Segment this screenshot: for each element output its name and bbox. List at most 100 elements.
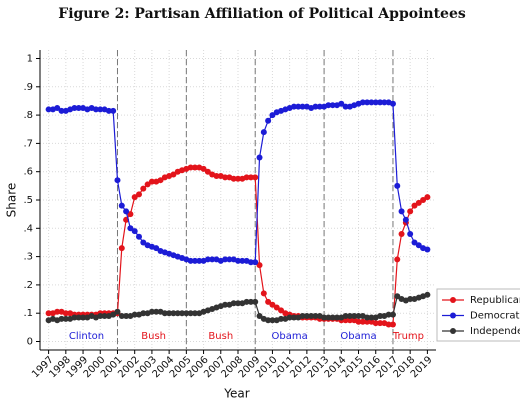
data-point bbox=[299, 313, 306, 320]
y-tick-label: .7 bbox=[23, 138, 33, 149]
data-point bbox=[372, 320, 379, 327]
data-point bbox=[389, 311, 396, 318]
data-point bbox=[136, 233, 142, 240]
y-tick-label: .2 bbox=[23, 280, 33, 291]
data-point bbox=[54, 308, 61, 315]
data-point bbox=[161, 310, 168, 317]
data-point bbox=[148, 178, 155, 185]
data-point bbox=[269, 112, 276, 119]
legend-marker bbox=[450, 297, 456, 303]
data-point bbox=[415, 199, 422, 206]
data-point bbox=[252, 259, 259, 266]
data-point bbox=[325, 102, 332, 109]
data-point bbox=[389, 321, 396, 328]
data-point bbox=[299, 103, 306, 110]
y-tick-label: .4 bbox=[23, 223, 33, 234]
data-point bbox=[265, 298, 272, 305]
y-tick-label: 1 bbox=[27, 53, 33, 64]
data-point bbox=[166, 310, 173, 317]
data-point bbox=[411, 239, 418, 246]
data-point bbox=[256, 313, 263, 320]
data-point bbox=[204, 256, 211, 263]
y-tick-label: .5 bbox=[23, 195, 33, 206]
data-point bbox=[110, 107, 117, 114]
data-point bbox=[273, 304, 280, 311]
data-point bbox=[179, 310, 186, 317]
data-point bbox=[260, 290, 267, 297]
data-point bbox=[402, 216, 409, 223]
data-point bbox=[325, 314, 332, 321]
data-point bbox=[191, 257, 198, 264]
data-point bbox=[308, 313, 315, 320]
data-point bbox=[230, 175, 237, 182]
data-point bbox=[204, 168, 211, 175]
data-point bbox=[346, 313, 353, 320]
data-point bbox=[222, 256, 229, 263]
data-point bbox=[71, 105, 78, 112]
data-point bbox=[364, 318, 371, 325]
data-point bbox=[75, 314, 82, 321]
data-point bbox=[131, 228, 138, 235]
legend-marker bbox=[450, 312, 456, 319]
data-point bbox=[389, 100, 396, 107]
data-point bbox=[303, 313, 310, 320]
data-point bbox=[355, 318, 362, 325]
data-point bbox=[243, 298, 250, 305]
data-point bbox=[377, 99, 384, 106]
data-point bbox=[329, 102, 336, 109]
data-point bbox=[424, 246, 431, 253]
data-point bbox=[101, 313, 108, 320]
data-point bbox=[75, 105, 82, 112]
data-point bbox=[334, 314, 340, 321]
data-point bbox=[355, 313, 362, 320]
data-point bbox=[368, 99, 375, 106]
data-point bbox=[290, 314, 297, 321]
data-point bbox=[191, 164, 198, 171]
data-point bbox=[174, 310, 181, 317]
data-point bbox=[200, 165, 207, 172]
annotation: Bush bbox=[141, 331, 166, 342]
data-point bbox=[411, 202, 418, 209]
data-point bbox=[407, 208, 414, 215]
data-point bbox=[153, 308, 160, 315]
data-point bbox=[196, 257, 203, 264]
data-point bbox=[247, 298, 254, 305]
data-point bbox=[286, 314, 293, 321]
data-point bbox=[243, 174, 250, 181]
data-point bbox=[153, 245, 160, 252]
data-point bbox=[123, 313, 130, 320]
data-point bbox=[295, 103, 302, 110]
y-axis-label: Share bbox=[5, 183, 19, 218]
data-point bbox=[148, 308, 155, 315]
data-point bbox=[394, 182, 401, 189]
data-point bbox=[235, 175, 241, 182]
data-point bbox=[377, 313, 384, 320]
data-point bbox=[226, 256, 233, 263]
y-tick-label: .6 bbox=[23, 167, 33, 178]
data-point bbox=[368, 314, 375, 321]
data-point bbox=[191, 310, 198, 317]
data-point bbox=[144, 181, 151, 188]
data-point bbox=[342, 313, 349, 320]
data-point bbox=[351, 313, 358, 320]
data-point bbox=[209, 256, 216, 263]
data-point bbox=[398, 230, 405, 237]
data-point bbox=[71, 314, 78, 321]
data-point bbox=[80, 314, 87, 321]
data-point bbox=[131, 194, 138, 201]
data-point bbox=[62, 310, 69, 317]
data-point bbox=[269, 317, 276, 324]
annotation: Clinton bbox=[69, 331, 104, 342]
data-point bbox=[187, 164, 194, 171]
data-point bbox=[58, 107, 65, 114]
data-point bbox=[256, 154, 263, 161]
data-point bbox=[364, 314, 371, 321]
annotation: Obama bbox=[272, 331, 308, 342]
data-point bbox=[377, 320, 384, 327]
data-point bbox=[140, 239, 147, 246]
data-point bbox=[359, 99, 366, 106]
annotation: Trump bbox=[392, 331, 424, 342]
data-point bbox=[364, 99, 371, 106]
data-point bbox=[235, 300, 241, 307]
